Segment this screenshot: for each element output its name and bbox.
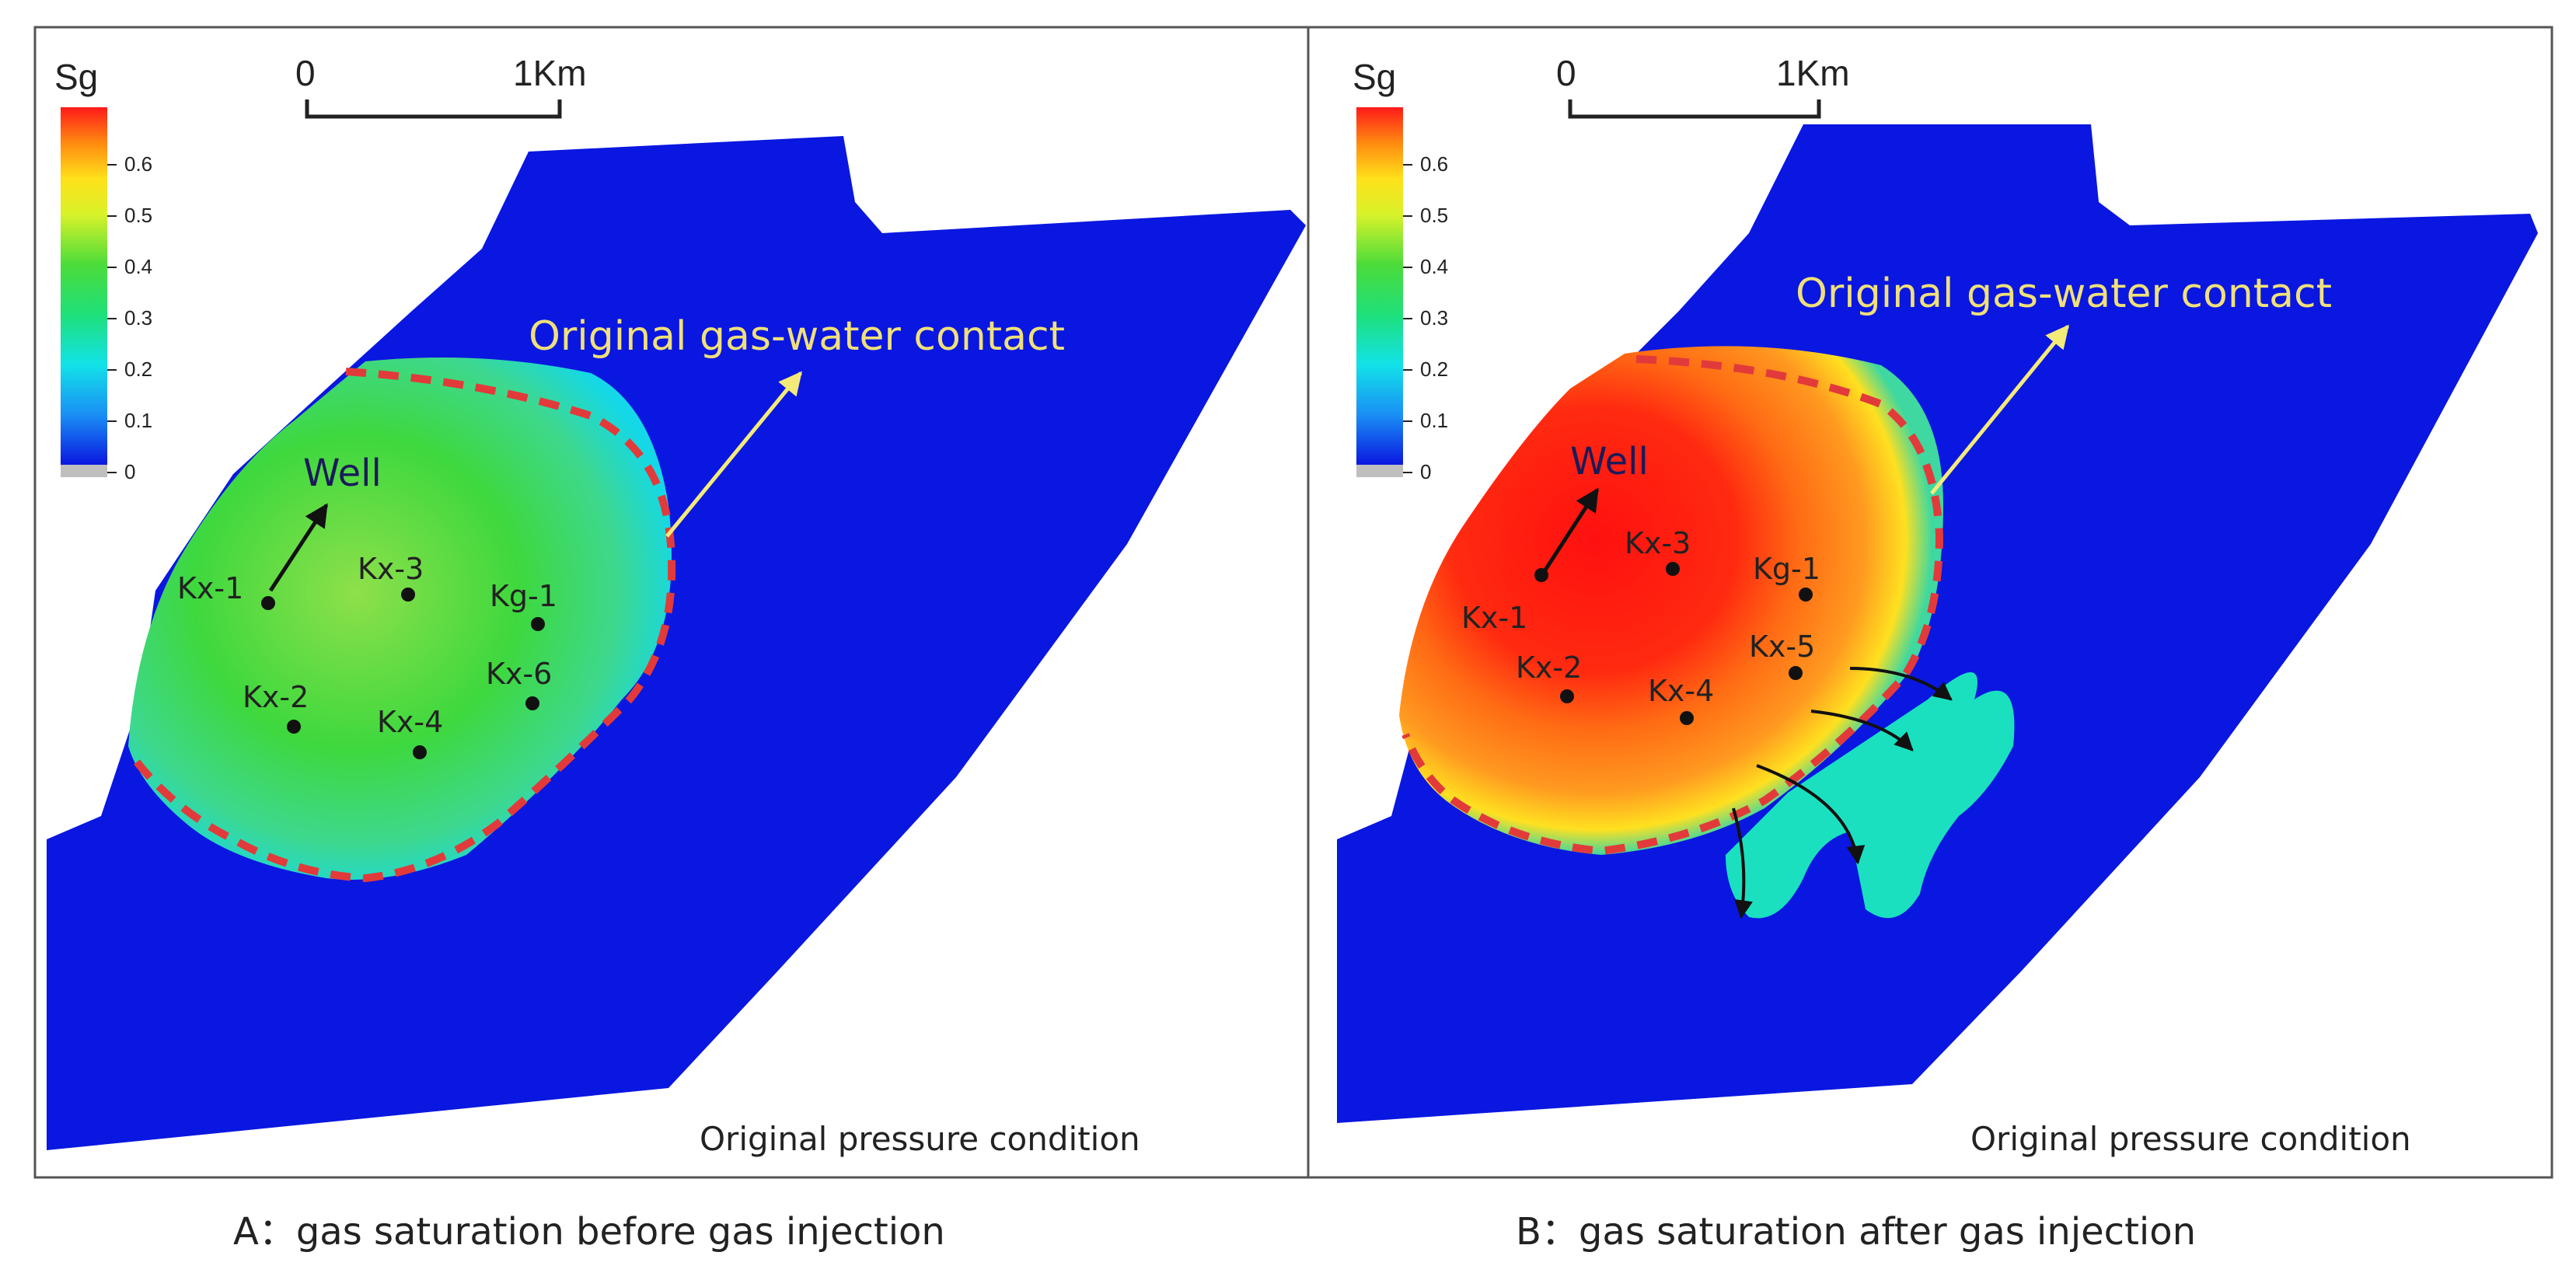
colorbar-null-swatch-a: [61, 465, 107, 477]
well-callout-arrow-a: [268, 503, 329, 592]
colorbar-a: Sg 0.6 0.5 0.4 0.3 0.2 0.1 0: [54, 57, 152, 483]
condition-label-a: Original pressure condition: [700, 1120, 1140, 1158]
flow-arrows-b: [1732, 667, 1953, 919]
colorbar-title-b: Sg: [1353, 57, 1396, 97]
well-callout-b: Well: [1570, 440, 1649, 483]
wells-b: Kx-3 Kg-1 Kx-1 Kx-5 Kx-2 Kx-4: [1461, 526, 1820, 725]
well-label: Kx-1: [1461, 601, 1527, 635]
flow-arrow: [1756, 764, 1866, 865]
well-label: Kx-3: [358, 552, 424, 586]
well-marker: [1560, 689, 1574, 703]
colorbar-null-swatch-b: [1356, 465, 1403, 477]
figure-frame: [33, 26, 2553, 1179]
well-marker: [531, 617, 545, 631]
well-marker: [525, 696, 539, 710]
scalebar-start-label-b: 0: [1556, 53, 1576, 93]
scalebar-a: 0 1Km: [295, 53, 587, 119]
colorbar-gradient-a: [61, 107, 107, 465]
well-label: Kx-2: [243, 680, 309, 714]
well-label: Kx-6: [486, 657, 552, 691]
well-label: Kx-5: [1749, 630, 1815, 664]
well-callout-a: Well: [303, 452, 382, 495]
panel-a: Sg 0.6 0.5 0.4 0.3 0.2 0.1 0 0: [47, 53, 1306, 1158]
well-marker: [1680, 711, 1694, 725]
well-marker: [1799, 588, 1813, 602]
scalebar-end-label-a: 1Km: [513, 53, 587, 93]
colorbar-tick: 0.4: [124, 255, 152, 278]
well-label: Kx-2: [1516, 650, 1582, 685]
colorbar-gradient-b: [1356, 107, 1403, 465]
colorbar-tick: 0.2: [124, 357, 152, 381]
flow-arrow: [1810, 710, 1914, 752]
well-label: Kx-4: [1648, 674, 1714, 708]
well-marker: [401, 588, 415, 602]
gas-water-contact-a: [127, 368, 676, 883]
scalebar-start-label-a: 0: [295, 53, 316, 93]
gas-zone-a: [128, 357, 672, 880]
panel-b: Sg 0.6 0.5 0.4 0.3 0.2 0.1 0 0: [1337, 53, 2538, 1158]
colorbar-tick: 0: [1420, 460, 1431, 483]
colorbar-b: Sg 0.6 0.5 0.4 0.3 0.2 0.1 0: [1353, 57, 1448, 483]
gas-plume-b: [1726, 672, 2015, 919]
colorbar-title-a: Sg: [54, 57, 98, 97]
wells-a: Kx-1 Kx-3 Kg-1 Kx-2 Kx-6 Kx-4: [177, 552, 557, 759]
caption-panel-a: A：gas saturation before gas injection: [233, 1210, 945, 1254]
colorbar-tick: 0.1: [1420, 409, 1448, 432]
contact-arrow-b: [1930, 324, 2069, 495]
colorbar-tick: 0.5: [124, 204, 152, 227]
well-label: Kx-1: [177, 571, 243, 605]
colorbar-tick: 0.2: [1420, 357, 1448, 381]
colorbar-ticks-a: 0.6 0.5 0.4 0.3 0.2 0.1 0: [124, 152, 152, 483]
contact-annotation-b: Original gas-water contact: [1796, 270, 2332, 317]
scalebar-b: 0 1Km: [1556, 53, 1850, 119]
well-callout-arrow-b: [1541, 487, 1600, 575]
well-marker: [1534, 568, 1548, 582]
flow-arrow: [1732, 807, 1753, 919]
flow-arrow: [1849, 667, 1953, 701]
well-marker: [1789, 666, 1803, 680]
colorbar-ticks-b: 0.6 0.5 0.4 0.3 0.2 0.1 0: [1420, 152, 1448, 483]
colorbar-tick: 0.5: [1420, 204, 1448, 227]
contact-arrow-a: [665, 371, 802, 538]
scalebar-end-label-b: 1Km: [1776, 53, 1850, 93]
contact-annotation-a: Original gas-water contact: [529, 313, 1065, 360]
well-label: Kx-3: [1625, 526, 1691, 560]
gas-water-contact-b: [1401, 355, 1944, 856]
well-marker: [413, 745, 427, 759]
condition-label-b: Original pressure condition: [1970, 1120, 2411, 1158]
well-marker: [1666, 562, 1680, 576]
caption-panel-b: B：gas saturation after gas injection: [1516, 1210, 2197, 1254]
colorbar-tick: 0: [124, 460, 135, 483]
well-marker: [287, 720, 301, 734]
colorbar-tick: 0.3: [1420, 306, 1448, 330]
colorbar-tick: 0.4: [1420, 255, 1448, 278]
colorbar-tick: 0.6: [1420, 152, 1448, 176]
well-marker: [261, 596, 275, 610]
colorbar-tick: 0.3: [124, 306, 152, 330]
gas-zone-b: [1399, 346, 1943, 855]
colorbar-tick: 0.6: [124, 152, 152, 176]
well-label: Kg-1: [1753, 552, 1820, 586]
well-label: Kx-4: [377, 705, 443, 739]
well-label: Kg-1: [490, 579, 557, 613]
colorbar-tick: 0.1: [124, 409, 152, 432]
